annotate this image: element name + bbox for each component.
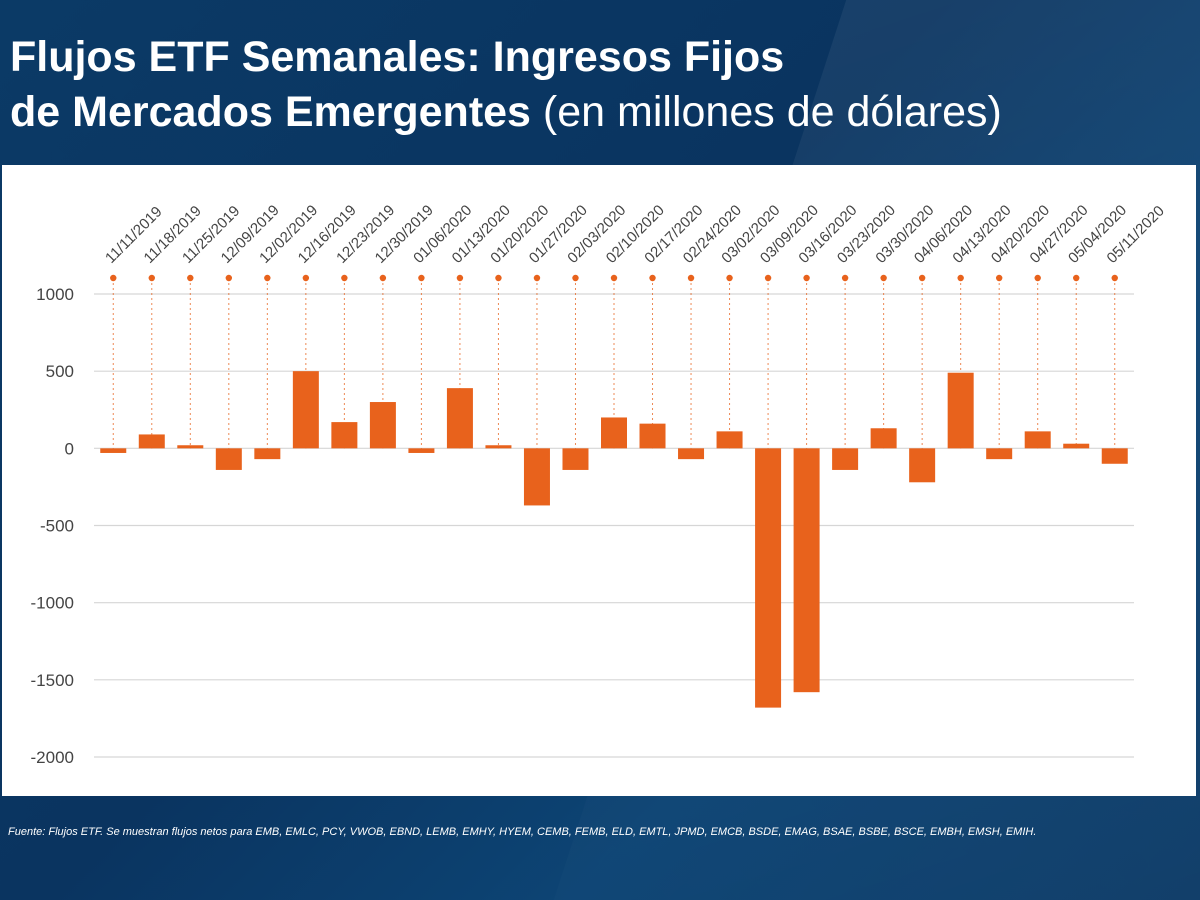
category-dot <box>187 274 194 282</box>
bar <box>523 448 550 506</box>
page-title: Flujos ETF Semanales: Ingresos Fijos de … <box>10 30 1195 140</box>
y-tick-label: -2000 <box>31 748 74 767</box>
bar <box>331 422 358 449</box>
bar <box>870 428 897 449</box>
bar <box>986 448 1013 460</box>
category-dot <box>764 274 772 282</box>
bar <box>369 402 396 449</box>
category-dot <box>495 274 502 282</box>
category-dot <box>148 274 155 282</box>
category-dot <box>533 274 541 282</box>
category-dot <box>418 274 425 282</box>
bar <box>639 423 666 449</box>
bar <box>562 448 589 470</box>
bar <box>1101 448 1128 464</box>
y-tick-label: -1000 <box>31 594 74 613</box>
bar <box>716 431 743 449</box>
category-dot <box>1111 274 1118 282</box>
category-dot <box>995 274 1003 282</box>
bar <box>292 371 319 449</box>
bar <box>177 445 204 449</box>
bar <box>947 372 974 449</box>
category-dot <box>841 274 849 282</box>
bar <box>793 448 820 693</box>
source-footnote: Fuente: Flujos ETF. Se muestran flujos n… <box>8 826 1037 838</box>
category-dot <box>225 274 233 282</box>
bar <box>1024 431 1051 449</box>
bar <box>138 434 165 449</box>
bar <box>909 448 936 483</box>
y-tick-label: 500 <box>46 362 74 381</box>
bar <box>100 448 127 453</box>
category-dot <box>726 274 733 282</box>
category-dot <box>957 274 964 282</box>
bar <box>601 417 627 449</box>
bar <box>408 448 435 453</box>
y-tick-label: -1500 <box>31 671 74 690</box>
bar <box>1063 443 1090 449</box>
bar <box>215 448 242 470</box>
category-dot <box>610 274 618 282</box>
bar <box>755 448 782 708</box>
category-dot <box>264 274 271 282</box>
chart-panel: 1000 500 0 -500 -1000 -1500 -2000 11/11/2019 11/… <box>2 165 1196 796</box>
category-dot <box>649 274 656 282</box>
y-tick-label: 0 <box>65 439 74 458</box>
category-dot <box>302 274 310 282</box>
category-dot <box>572 274 579 282</box>
title-line-2-bold: de Mercados Emergentes <box>10 88 531 136</box>
bar <box>446 388 473 449</box>
category-dot <box>1073 274 1080 282</box>
category-dot <box>880 274 887 282</box>
category-dot <box>1034 274 1041 282</box>
bar <box>485 445 512 449</box>
category-dot <box>110 274 117 282</box>
bar <box>254 448 281 460</box>
bar-chart: 10005000-500-1000-1500-200011/11/201911/… <box>31 202 1168 767</box>
category-dot <box>456 274 464 282</box>
category-dot <box>379 274 387 282</box>
title-line-2-light: (en millones de dólares) <box>530 88 1002 136</box>
category-dot <box>803 274 810 282</box>
title-line-1: Flujos ETF Semanales: Ingresos Fijos <box>10 33 785 81</box>
y-tick-label: 1000 <box>36 285 74 304</box>
category-dot <box>341 274 348 282</box>
bar <box>832 448 859 470</box>
y-tick-label: -500 <box>40 517 74 536</box>
category-dot <box>687 274 695 282</box>
category-dot <box>918 274 926 282</box>
bar <box>678 448 705 460</box>
title-line-2: de Mercados Emergentes (en millones de d… <box>10 85 1195 140</box>
